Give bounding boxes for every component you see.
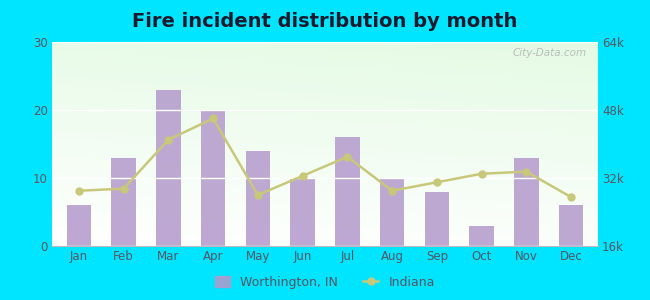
Bar <box>514 158 539 246</box>
Bar <box>559 205 584 246</box>
Bar <box>424 192 449 246</box>
Legend: Worthington, IN, Indiana: Worthington, IN, Indiana <box>211 271 439 294</box>
Bar <box>156 90 181 246</box>
Text: Fire incident distribution by month: Fire incident distribution by month <box>133 12 517 31</box>
Bar <box>111 158 136 246</box>
Bar <box>291 178 315 246</box>
Bar <box>201 110 226 246</box>
Bar <box>335 137 359 246</box>
Bar <box>246 151 270 246</box>
Bar <box>469 226 494 246</box>
Text: City-Data.com: City-Data.com <box>513 48 587 58</box>
Bar <box>380 178 404 246</box>
Bar <box>66 205 91 246</box>
